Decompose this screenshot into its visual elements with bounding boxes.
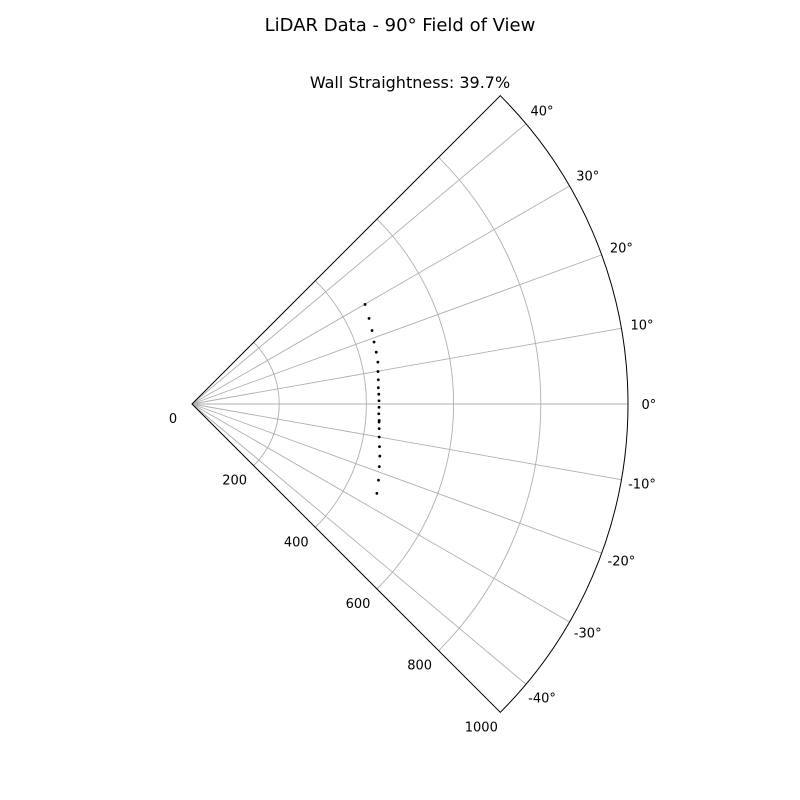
lidar-point (377, 478, 380, 482)
lidar-point (374, 350, 378, 354)
angle-tick-label: -20° (608, 554, 636, 569)
figure-title: LiDAR Data - 90° Field of View (265, 15, 536, 36)
lidar-point (377, 420, 381, 424)
range-tick-label: 200 (222, 474, 247, 489)
lidar-points (363, 303, 382, 495)
lidar-point (376, 370, 380, 373)
angle-tick-label: 30° (576, 170, 599, 185)
range-gridline (253, 342, 280, 466)
lidar-point (378, 445, 381, 448)
lidar-point (378, 454, 382, 458)
angle-tick-label: 10° (630, 319, 653, 334)
lidar-point (363, 303, 367, 306)
lidar-point (370, 329, 374, 332)
angle-gridline (191, 327, 622, 405)
angle-gridline (191, 403, 622, 481)
lidar-point (367, 317, 371, 320)
angle-gridline (191, 254, 602, 405)
angle-gridline (191, 185, 570, 405)
range-tick-label: 0 (169, 412, 177, 427)
polar-grid (191, 123, 628, 685)
angle-tick-label: 0° (642, 398, 657, 413)
lidar-point (376, 378, 380, 382)
range-tick-labels: 0 200 400 600 800 1000 (169, 412, 498, 735)
lidar-point (376, 360, 380, 364)
range-tick-label: 400 (284, 535, 309, 550)
range-tick-label: 1000 (465, 720, 498, 735)
range-gridline (376, 218, 454, 590)
lidar-point (377, 435, 381, 439)
lidar-point (377, 405, 381, 409)
chart-title: Wall Straightness: 39.7% (310, 73, 510, 92)
angle-gridline (191, 403, 570, 623)
angle-gridline (191, 403, 602, 554)
angle-tick-label: -30° (574, 626, 602, 641)
angle-gridline (191, 403, 527, 685)
angle-tick-labels: 40° 30° 20° 10° 0° -10° -20° -30° -40° (528, 104, 656, 706)
polar-frame (191, 94, 629, 714)
range-tick-label: 600 (346, 597, 371, 612)
range-gridline (315, 280, 367, 528)
chart-frame (191, 94, 629, 714)
lidar-point (375, 491, 379, 495)
range-tick-label: 800 (407, 659, 432, 674)
angle-tick-label: 20° (610, 242, 633, 257)
lidar-point (377, 392, 381, 396)
lidar-point (377, 465, 381, 469)
lidar-point (372, 340, 376, 344)
lidar-point (377, 427, 381, 431)
lidar-point (377, 412, 381, 416)
angle-gridline (191, 123, 527, 405)
angle-tick-label: -10° (628, 477, 656, 492)
range-gridline (438, 157, 542, 651)
angle-tick-label: -40° (528, 692, 556, 707)
angle-tick-label: 40° (531, 104, 554, 119)
lidar-point (376, 386, 380, 390)
lidar-point (377, 399, 381, 403)
